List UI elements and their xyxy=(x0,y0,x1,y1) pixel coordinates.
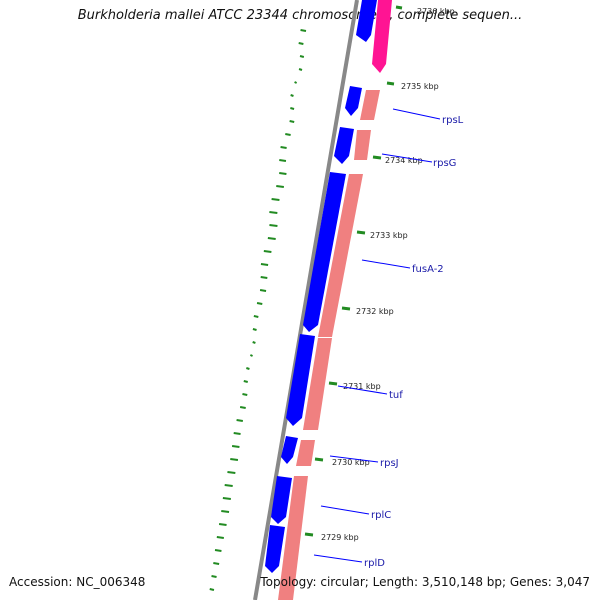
cds-feature[interactable] xyxy=(360,90,380,120)
gc-skew-mark xyxy=(211,575,217,578)
gc-skew-mark xyxy=(279,172,287,175)
gc-skew-mark xyxy=(227,471,236,474)
cds-feature[interactable] xyxy=(318,174,363,337)
cds-feature[interactable] xyxy=(303,172,346,332)
cds-feature[interactable] xyxy=(286,334,315,426)
cds-feature[interactable] xyxy=(303,338,332,430)
gc-skew-mark xyxy=(260,263,269,266)
gene-labels: rpsL rpsG fusA-2 tuf rpsJ rplC rplD xyxy=(364,115,464,569)
gene-label-rplD[interactable]: rplD xyxy=(364,558,385,569)
gc-skew-mark xyxy=(299,55,305,58)
gc-skew-mark xyxy=(269,224,278,227)
gc-skew-mark xyxy=(214,549,222,552)
gc-skew-mark xyxy=(298,42,304,45)
cds-feature[interactable] xyxy=(356,0,377,42)
gc-skew-mark xyxy=(213,562,220,565)
gc-skew-mark xyxy=(216,536,224,539)
gc-skew-mark xyxy=(279,159,287,162)
cds-feature[interactable] xyxy=(271,476,292,524)
gc-skew-mark xyxy=(246,367,250,370)
kbp-tick-label: 2729 kbp xyxy=(321,533,359,542)
gc-skew-mark xyxy=(222,497,231,500)
cds-forward-track xyxy=(265,0,377,573)
cds-feature[interactable] xyxy=(296,440,315,466)
gc-skew-mark xyxy=(231,445,240,448)
cds-feature[interactable] xyxy=(345,86,362,116)
gc-skew-mark xyxy=(218,523,227,526)
gc-skew-mark xyxy=(263,250,272,253)
gc-skew-mark xyxy=(271,198,280,201)
kbp-tick-label: 2731 kbp xyxy=(343,382,381,391)
gc-skew-mark xyxy=(242,393,248,396)
map-title: Burkholderia mallei ATCC 23344 chromosom… xyxy=(77,8,523,23)
gc-skew-mark xyxy=(269,211,278,214)
gc-skew-mark xyxy=(243,380,249,383)
gc-skew-track xyxy=(209,29,307,591)
gc-skew-mark xyxy=(289,120,295,123)
kbp-tick-label: 2733 kbp xyxy=(370,231,408,240)
gc-skew-mark xyxy=(298,68,303,71)
gc-skew-mark xyxy=(276,185,284,188)
gc-skew-mark xyxy=(290,107,295,110)
gc-skew-mark xyxy=(259,289,267,292)
gc-skew-mark xyxy=(236,419,243,422)
gc-skew-mark xyxy=(256,302,263,305)
gene-label-lines xyxy=(313,108,441,563)
gc-skew-mark xyxy=(253,315,259,318)
cds-feature[interactable] xyxy=(278,476,308,600)
kbp-tick-marks xyxy=(304,5,403,537)
kbp-tick-label: 2734 kbp xyxy=(385,156,423,165)
gc-skew-mark xyxy=(221,510,230,513)
gc-skew-mark xyxy=(233,432,241,435)
kbp-tick-labels: 2736 kbp 2735 kbp 2734 kbp 2733 kbp 2732… xyxy=(321,7,455,542)
gc-skew-mark xyxy=(230,458,239,461)
gene-label-rplC[interactable]: rplC xyxy=(371,510,391,521)
gc-skew-mark xyxy=(280,146,287,149)
gc-skew-mark xyxy=(224,484,233,487)
backbone-circle xyxy=(253,0,359,600)
cds-feature[interactable] xyxy=(354,130,371,160)
kbp-tick-label: 2732 kbp xyxy=(356,307,394,316)
cds-feature[interactable] xyxy=(281,436,298,464)
gc-skew-mark xyxy=(239,406,246,409)
gene-label-tuf[interactable]: tuf xyxy=(389,390,403,401)
gc-skew-mark xyxy=(294,81,298,84)
accession-text: Accession: NC_006348 xyxy=(9,575,146,589)
kbp-tick-label: 2735 kbp xyxy=(401,82,439,91)
gene-label-rpsL[interactable]: rpsL xyxy=(442,115,464,126)
gene-label-rpsG[interactable]: rpsG xyxy=(433,158,456,169)
gc-skew-mark xyxy=(300,29,307,32)
gc-skew-mark xyxy=(260,276,268,279)
gc-skew-mark xyxy=(267,237,276,240)
gc-skew-mark xyxy=(209,588,215,591)
gene-label-fusA-2[interactable]: fusA-2 xyxy=(412,264,444,275)
kbp-tick-label: 2730 kbp xyxy=(332,458,370,467)
gc-skew-mark xyxy=(252,328,257,331)
gc-skew-mark xyxy=(285,133,291,136)
cds-feature-highlight[interactable] xyxy=(372,0,392,73)
cds-feature[interactable] xyxy=(265,525,285,573)
gc-skew-mark xyxy=(249,354,253,357)
gc-skew-mark xyxy=(290,94,294,97)
topology-summary: Topology: circular; Length: 3,510,148 bp… xyxy=(260,575,590,589)
gene-label-rpsJ[interactable]: rpsJ xyxy=(380,458,399,469)
cds-feature[interactable] xyxy=(334,127,354,164)
gc-skew-mark xyxy=(252,341,256,344)
cds-reverse-track xyxy=(278,0,392,600)
kbp-tick-label: 2736 kbp xyxy=(417,7,455,16)
